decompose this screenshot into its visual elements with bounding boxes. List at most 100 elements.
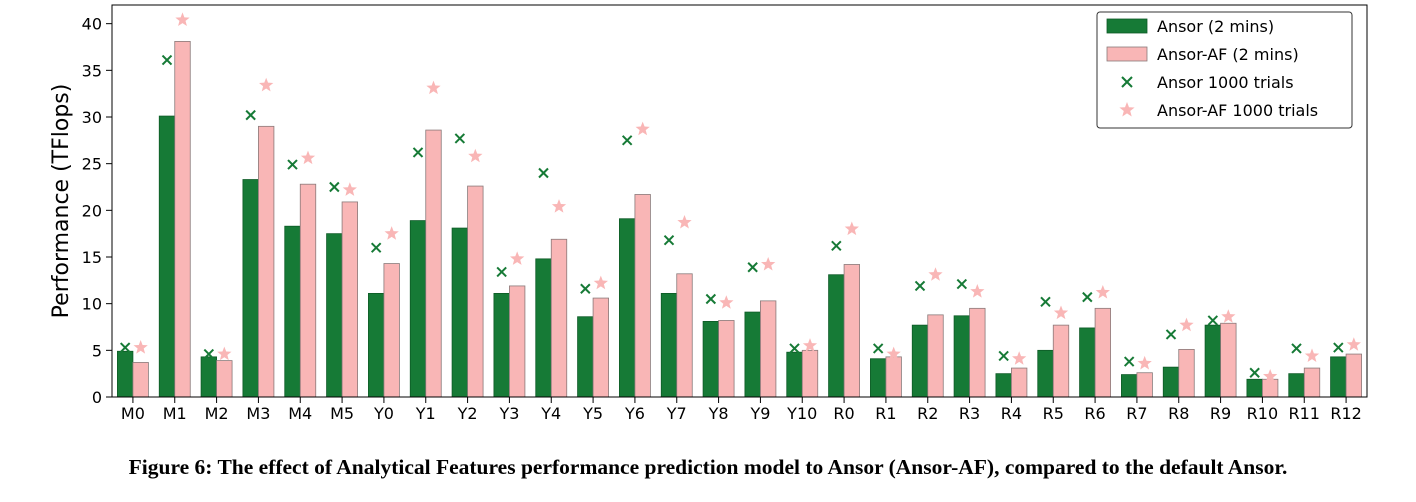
marker-ansor-af-1000 — [551, 199, 567, 213]
legend-label: Ansor-AF (2 mins) — [1157, 45, 1299, 64]
x-tick-label: M4 — [288, 404, 312, 423]
marker-ansor-1000 — [454, 133, 466, 144]
x-tick-label: M1 — [163, 404, 187, 423]
bar-ansor-af — [1303, 367, 1321, 398]
bar-ansor-af — [258, 125, 275, 398]
figure-caption: Figure 6: The effect of Analytical Featu… — [128, 455, 1288, 479]
bar-ansor — [242, 179, 259, 398]
y-tick-label: 10 — [82, 295, 102, 314]
bar-ansor-af — [1052, 324, 1070, 398]
x-tick-label: M5 — [330, 404, 354, 423]
marker-ansor-af-1000 — [635, 121, 650, 136]
bar-ansor — [1246, 378, 1263, 398]
x-tick-label: M0 — [121, 404, 145, 423]
x-tick-label: R12 — [1330, 404, 1361, 423]
y-tick-label: 15 — [82, 248, 102, 267]
bar-ansor — [744, 311, 761, 398]
marker-ansor-1000 — [705, 293, 717, 305]
marker-ansor-af-1000 — [1012, 351, 1027, 365]
bar-ansor — [535, 258, 552, 398]
bar-ansor — [953, 315, 970, 398]
x-tick-label: R1 — [875, 404, 896, 423]
x-tick-label: M2 — [205, 404, 229, 423]
x-tick-label: R6 — [1084, 404, 1105, 423]
bar-ansor-af — [1178, 348, 1195, 398]
marker-ansor-1000 — [329, 181, 340, 193]
bar-ansor — [493, 292, 510, 398]
x-tick-label: Y0 — [373, 404, 394, 423]
x-tick-label: R4 — [1001, 404, 1022, 423]
bar-ansor — [368, 292, 385, 398]
marker-ansor-1000 — [1123, 356, 1135, 367]
bar-ansor — [1079, 327, 1096, 398]
bar-ansor — [1121, 374, 1138, 398]
bar-ansor-af — [1011, 367, 1028, 398]
bar-ansor-af — [341, 201, 358, 398]
bar-ansor-af — [676, 273, 693, 398]
x-tick-label: Y10 — [786, 404, 817, 423]
marker-ansor-1000 — [1082, 291, 1093, 303]
marker-ansor-af-1000 — [593, 275, 608, 290]
marker-ansor-1000 — [287, 159, 298, 170]
bar-ansor-af — [969, 307, 986, 398]
bar-ansor — [117, 350, 134, 398]
x-tick-label: R5 — [1043, 404, 1064, 423]
bar-ansor — [911, 324, 929, 398]
marker-ansor-af-1000 — [342, 182, 357, 196]
marker-ansor-af-1000 — [1221, 309, 1236, 323]
x-tick-label: Y9 — [749, 404, 770, 423]
y-tick-label: 25 — [82, 155, 102, 174]
bar-ansor-af — [718, 320, 735, 398]
marker-ansor-af-1000 — [300, 150, 316, 165]
bar-chart: 0 5 10 15 20 25 30 35 40 M0 M1 M2 M3 M4 M5 Y0 Y1 Y2 Y3 Y4 Y… — [49, 4, 1368, 423]
marker-ansor-af-1000 — [1137, 355, 1152, 370]
x-tick-label: M3 — [246, 404, 270, 423]
x-tick-label: Y1 — [415, 404, 436, 423]
x-tick-label: Y2 — [457, 404, 478, 423]
x-axis: M0 M1 M2 M3 M4 M5 Y0 Y1 Y2 Y3 Y4 Y5 Y6 Y7 Y8 Y9 Y10 R0 R1 R… — [121, 397, 1362, 423]
bar-ansor-af — [592, 297, 609, 398]
bar-ansor-af — [760, 300, 777, 398]
legend-swatch — [1106, 46, 1148, 62]
marker-ansor-af-1000 — [384, 226, 399, 240]
marker-ansor-af-1000 — [175, 12, 190, 26]
x-tick-label: R9 — [1210, 404, 1231, 423]
bar-ansor — [1288, 373, 1305, 398]
marker-ansor-af-1000 — [259, 77, 274, 92]
bar-ansor-af — [1094, 307, 1111, 398]
marker-ansor-1000 — [872, 343, 884, 354]
bar-ansor-af — [801, 349, 819, 398]
x-tick-label: Y4 — [540, 404, 561, 423]
x-tick-label: R7 — [1126, 404, 1147, 423]
y-axis-label: Performance (TFlops) — [49, 84, 74, 319]
bar-ansor-af — [843, 264, 860, 398]
marker-ansor-af-1000 — [719, 295, 734, 309]
legend-box — [1096, 11, 1353, 129]
marker-ansor-1000 — [538, 167, 549, 179]
marker-ansor-af-1000 — [217, 346, 232, 361]
bar-ansor — [451, 227, 468, 398]
bar-ansor-af — [1345, 353, 1362, 398]
marker-ansor-af-1000 — [133, 340, 148, 354]
markers-layer — [119, 12, 1361, 383]
marker-ansor-1000 — [1249, 367, 1260, 378]
marker-ansor-1000 — [119, 342, 131, 353]
x-tick-label: R0 — [833, 404, 854, 423]
bar-ansor-af — [634, 194, 651, 398]
legend-item: Ansor 1000 trials — [1121, 73, 1294, 92]
bar-ansor — [284, 225, 301, 398]
marker-ansor-1000 — [663, 234, 675, 246]
marker-ansor-1000 — [831, 240, 842, 252]
bar-ansor — [786, 351, 803, 398]
marker-ansor-1000 — [1333, 342, 1344, 353]
marker-ansor-af-1000 — [1179, 317, 1194, 332]
marker-ansor-1000 — [621, 135, 633, 146]
marker-ansor-1000 — [161, 54, 173, 66]
bar-ansor-af — [425, 129, 442, 398]
marker-ansor-1000 — [956, 278, 968, 290]
marker-ansor-1000 — [789, 343, 800, 354]
bar-ansor-af — [885, 356, 902, 398]
bar-ansor-af — [1220, 322, 1237, 398]
x-tick-label: R2 — [917, 404, 938, 423]
legend-label: Ansor-AF 1000 trials — [1157, 101, 1318, 120]
